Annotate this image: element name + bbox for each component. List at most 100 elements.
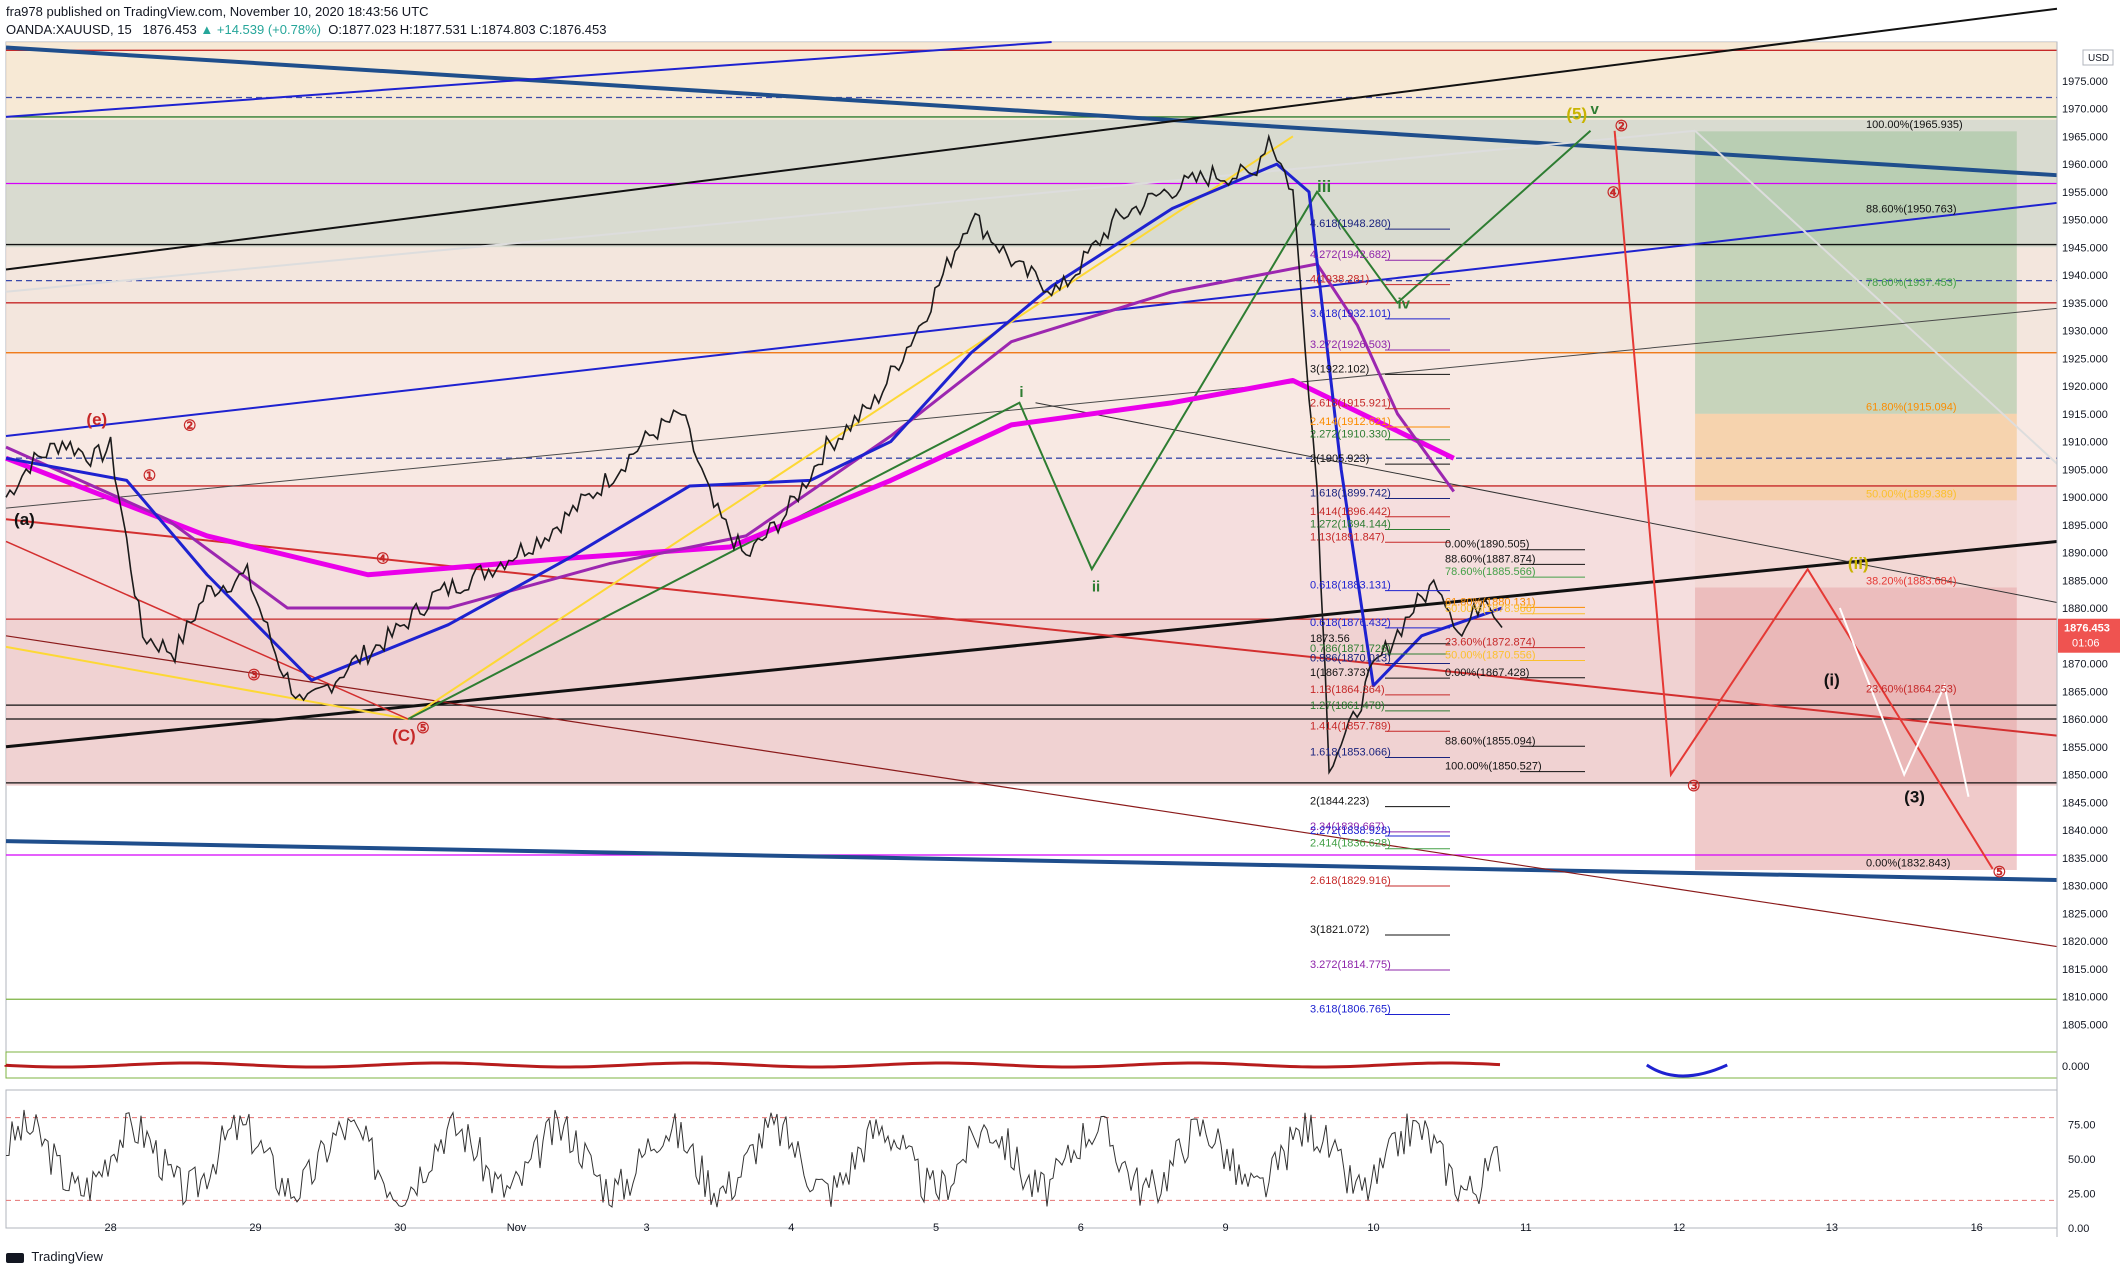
price-axis-label-3: 1960.000 (2062, 159, 2108, 171)
price-axis-label-16: 1895.000 (2062, 520, 2108, 532)
trendline-1 (5, 839, 2058, 882)
trendline-9 (5, 635, 2058, 948)
trendline-12 (5, 645, 409, 721)
fib-extension-label-11: 1.414(1896.442) (1310, 506, 1391, 518)
price-axis-label-25: 1850.000 (2062, 770, 2108, 782)
symbol-line: OANDA:XAUUSD, 15 1876.453 ▲ +14.539 (+0.… (6, 22, 607, 37)
fib-extension-label-36: 2.272(1838.928) (1310, 825, 1391, 837)
wave-label-18: (ii) (1848, 554, 1869, 573)
price-axis-label-13: 1910.000 (2062, 437, 2108, 449)
time-axis-label-5: 4 (788, 1222, 794, 1234)
time-axis-label-1: 29 (249, 1222, 261, 1234)
fib-extension-label-1: 4.272(1942.682) (1310, 249, 1391, 261)
fib-extension-label-17: 0.618(1883.131) (1310, 580, 1391, 592)
fib-extension-label-8: 2.272(1910.330) (1310, 429, 1391, 441)
fib-extension-label-18: 61.80%(1880.131) (1445, 596, 1536, 608)
fib-extension-label-28: 1.13(1864.364) (1310, 684, 1385, 696)
time-axis-label-11: 12 (1673, 1222, 1685, 1234)
fib-extension-label-16: 78.60%(1885.566) (1445, 566, 1536, 578)
wave-label-19: (3) (1904, 787, 1925, 806)
wave-label-10: iii (1317, 177, 1331, 196)
fib-extension-label-6: 2.618(1915.921) (1310, 398, 1391, 410)
price-axis-label-7: 1940.000 (2062, 270, 2108, 282)
fib-extension-label-5: 3(1922.102) (1310, 363, 1369, 375)
elliott-wave-path-green (407, 130, 1592, 720)
fib-extension-label-41: 3.618(1806.765) (1310, 1003, 1391, 1015)
fib-extension-label-20: 0.618(1876.432) (1310, 617, 1391, 629)
time-axis-label-3: Nov (507, 1222, 527, 1234)
time-axis-label-10: 11 (1520, 1222, 1531, 1234)
price-axis-label-26: 1845.000 (2062, 797, 2108, 809)
wave-label-6: ⑤ (416, 720, 429, 737)
price-axis-label-29: 1830.000 (2062, 881, 2108, 893)
price-axis-label-17: 1890.000 (2062, 548, 2108, 560)
tradingview-footer[interactable]: TradingView (6, 1249, 103, 1264)
trendline-11 (1035, 402, 2058, 603)
trendline-14 (5, 540, 409, 720)
fib-extension-label-25: 50.00%(1870.556) (1445, 649, 1536, 661)
trendline-5 (5, 7, 2058, 271)
price-axis-label-27: 1840.000 (2062, 825, 2108, 837)
oscillator-line (4, 1061, 1501, 1069)
fib-extension-label-34: 2(1844.223) (1310, 796, 1369, 808)
price-axis-label-32: 1815.000 (2062, 964, 2108, 976)
wave-label-5: (C) (392, 726, 416, 745)
price-axis-label-28: 1835.000 (2062, 853, 2108, 865)
currency-badge-label: USD (2088, 53, 2109, 64)
trendline-3 (5, 201, 2058, 438)
price-axis-label-4: 1955.000 (2062, 187, 2108, 199)
last-price-badge (2058, 618, 2120, 653)
price-axis-layer: 0.000 75.00 50.00 25.00 0.00 1975.000 1970.000… (2056, 42, 2120, 1237)
price-axis-label-18: 1885.000 (2062, 575, 2108, 587)
rsi-line (5, 1109, 1501, 1208)
fib-zone-orange (1695, 413, 2017, 501)
time-axis-label-13: 16 (1971, 1222, 1983, 1234)
fib-labels-layer: 100.00%(1965.935) 88.60%(1950.763) 78.60%(… (1310, 119, 1963, 1015)
rsi-axis-label-0: 75.00 (2068, 1120, 2096, 1132)
time-axis-label-2: 30 (394, 1222, 406, 1234)
price-axis-label-5: 1950.000 (2062, 215, 2108, 227)
price-axis-label-11: 1920.000 (2062, 381, 2108, 393)
time-axis-label-8: 9 (1223, 1222, 1229, 1234)
trendline-6 (5, 129, 1696, 293)
price-axis-label-15: 1900.000 (2062, 492, 2108, 504)
trendlines-layer (5, 7, 2058, 948)
price-axis-label-22: 1865.000 (2062, 686, 2108, 698)
time-axis-label-12: 13 (1826, 1222, 1838, 1234)
wave-label-15: ④ (1607, 184, 1620, 201)
fib-extension-label-26: 1(1867.373) (1310, 667, 1369, 679)
wave-label-8: i (1019, 384, 1023, 401)
wave-label-16: ③ (1687, 778, 1700, 795)
fib-extension-label-27: 0.00%(1867.428) (1445, 667, 1529, 679)
fib-extension-label-24: 0.886(1870.013) (1310, 652, 1391, 664)
price-axis-label-2: 1965.000 (2062, 131, 2108, 143)
fib-extension-label-33: 100.00%(1850.527) (1445, 761, 1542, 773)
price-axis-label-31: 1820.000 (2062, 936, 2108, 948)
price-axis-label-30: 1825.000 (2062, 908, 2108, 920)
fib-zone-light (1695, 500, 2017, 588)
fib-extension-label-32: 1.618(1853.066) (1310, 747, 1391, 759)
time-axis-label-4: 3 (643, 1222, 649, 1234)
price-axis-label-9: 1930.000 (2062, 326, 2108, 338)
fib-retracement-label-4: 50.00%(1899.389) (1866, 488, 1957, 500)
time-axis-label-6: 5 (933, 1222, 939, 1234)
fib-extension-label-0: 4.618(1948.280) (1310, 218, 1391, 230)
fib-extension-label-23: 0.786(1871.726) (1310, 643, 1391, 655)
fib-retracement-label-0: 100.00%(1965.935) (1866, 119, 1963, 131)
fib-extension-label-37: 2.414(1836.628) (1310, 838, 1391, 850)
price-axis-label-8: 1935.000 (2062, 298, 2108, 310)
fib-retracement-label-1: 88.60%(1950.763) (1866, 203, 1957, 215)
price-axis-label-1: 1970.000 (2062, 104, 2108, 116)
countdown-label: 01:06 (2072, 638, 2100, 650)
rsi-axis-label-3: 0.00 (2068, 1223, 2089, 1235)
wave-label-1: ② (183, 417, 196, 434)
price-axis-label-12: 1915.000 (2062, 409, 2108, 421)
elliott-wave-path-red (1613, 130, 1994, 870)
time-axis-label-0: 28 (105, 1222, 117, 1234)
wave-label-7: (a) (14, 510, 35, 529)
fib-extension-label-2: 4(1938.281) (1310, 274, 1369, 286)
fib-extension-label-40: 3.272(1814.775) (1310, 959, 1391, 971)
fib-extension-label-38: 2.618(1829.916) (1310, 875, 1391, 887)
price-axis-label-23: 1860.000 (2062, 714, 2108, 726)
